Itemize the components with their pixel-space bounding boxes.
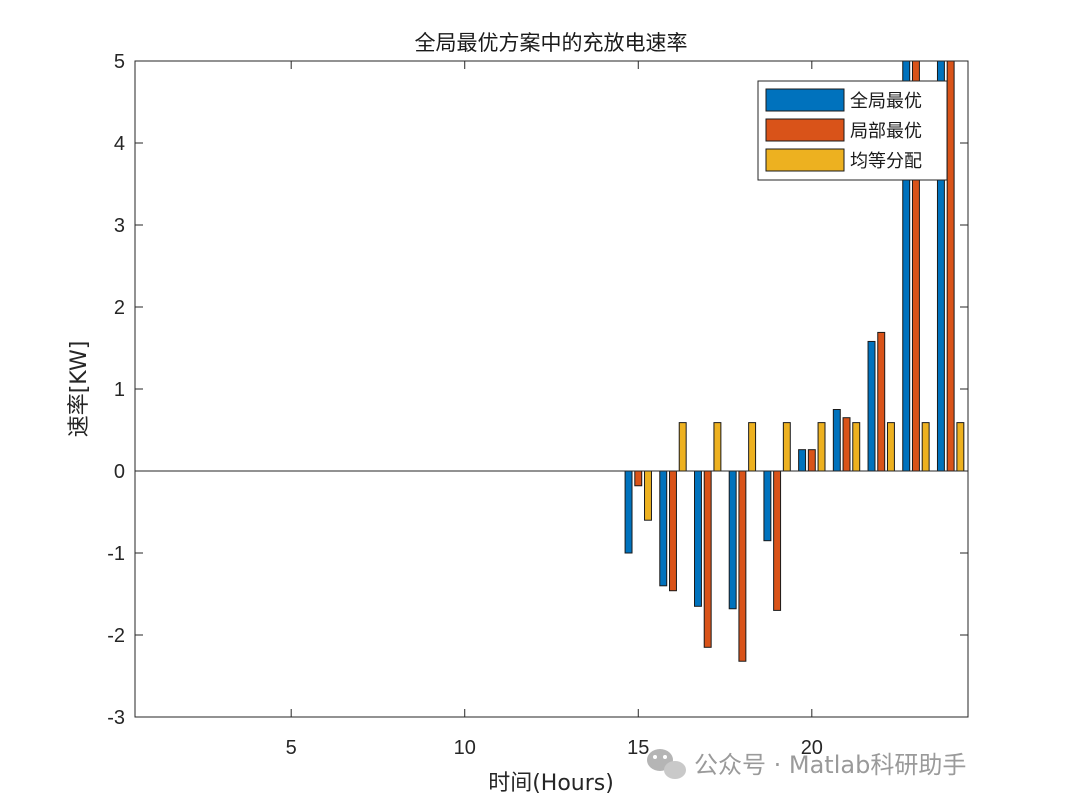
chart-title: 全局最优方案中的充放电速率 <box>415 31 688 55</box>
bar-1-x15 <box>634 470 643 487</box>
bar-0-x22 <box>867 340 876 472</box>
y-tick-label: 1 <box>114 379 125 401</box>
bar-0-x20 <box>798 449 807 472</box>
bar-2-x17 <box>713 422 722 472</box>
bar-2-x20 <box>817 422 826 472</box>
bar-0-x16 <box>659 470 668 587</box>
y-tick-label: 2 <box>114 297 125 319</box>
bar-1-x16 <box>669 470 677 592</box>
legend-swatch-1 <box>765 118 845 142</box>
bar-2-x22 <box>886 422 895 472</box>
x-tick-label: 15 <box>627 737 649 759</box>
bar-2-x16 <box>678 422 687 472</box>
watermark: 公众号 · Matlab科研助手 <box>647 749 966 779</box>
bar-0-x21 <box>832 409 841 472</box>
legend-swatch-2 <box>765 148 845 172</box>
legend-label-1: 局部最优 <box>850 121 922 142</box>
y-tick-label: 3 <box>114 215 125 237</box>
ticks-group: -3 -2 -1 0 1 2 3 4 5 5 10 15 20 <box>107 51 968 759</box>
axes-box <box>134 60 969 718</box>
bar-2-x15 <box>644 470 652 521</box>
bar-1-x22 <box>877 331 886 472</box>
bar-2-x21 <box>852 422 861 472</box>
bars-group <box>624 60 965 662</box>
bar-0-x15 <box>624 470 633 554</box>
bar-2-x19 <box>782 422 791 472</box>
x-tick-label: 5 <box>286 737 297 759</box>
bar-2-x23 <box>921 422 930 472</box>
y-tick-label: 5 <box>114 51 125 73</box>
bar-2-x24 <box>956 422 965 472</box>
bar-1-x21 <box>842 417 851 472</box>
x-tick-label: 10 <box>454 737 476 759</box>
y-axis-label: 速率[KW] <box>67 341 92 438</box>
bar-2-x18 <box>748 422 757 472</box>
bar-0-x19 <box>763 470 772 542</box>
y-tick-label: -2 <box>107 625 125 647</box>
legend-swatch-0 <box>765 88 845 112</box>
y-tick-label: -1 <box>107 543 125 565</box>
x-tick-label: 20 <box>801 737 823 759</box>
wechat-icon <box>647 749 686 779</box>
bar-1-x20 <box>807 449 816 472</box>
y-tick-label: -3 <box>107 707 125 729</box>
y-tick-label: 4 <box>114 133 125 155</box>
bar-1-x24 <box>946 60 955 472</box>
legend-label-2: 均等分配 <box>850 151 922 172</box>
x-axis-label: 时间(Hours) <box>488 771 614 796</box>
bar-1-x18 <box>738 470 747 662</box>
bar-1-x19 <box>773 470 782 611</box>
legend: 全局最优 局部最优 均等分配 <box>757 80 948 181</box>
watermark-text: 公众号 · Matlab科研助手 <box>694 751 966 779</box>
legend-label-0: 全局最优 <box>850 91 922 112</box>
bar-0-x18 <box>728 470 737 610</box>
bar-0-x17 <box>694 470 702 607</box>
y-tick-label: 0 <box>114 461 125 483</box>
bar-1-x17 <box>703 470 712 648</box>
